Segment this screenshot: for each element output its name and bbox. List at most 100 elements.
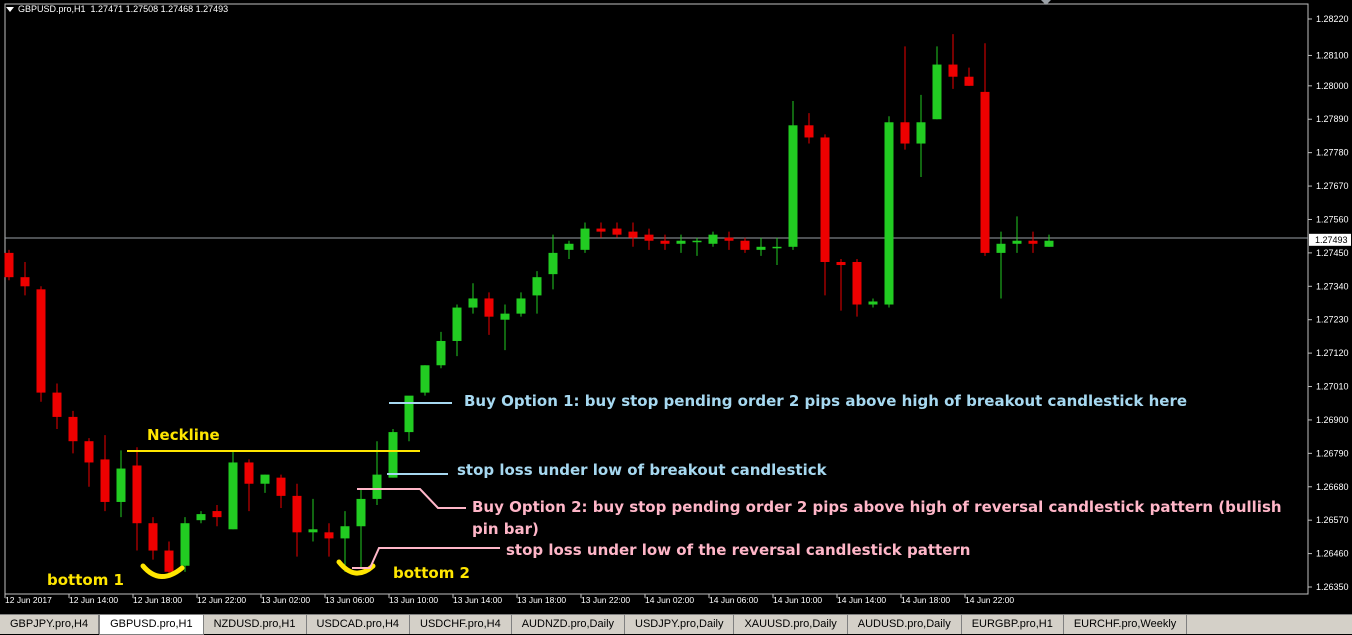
candle-body [580, 228, 590, 250]
price-tick-label: 1.27670 [1316, 181, 1349, 191]
candle-body [324, 532, 334, 539]
candle-body [420, 365, 430, 393]
price-tick-label: 1.26680 [1316, 482, 1349, 492]
chart-tabs-bar: GBPJPY.pro,H4 GBPUSD.pro,H1 NZDUSD.pro,H1 U… [0, 614, 1352, 635]
chart-tab[interactable]: XAUUSD.pro,Daily [734, 615, 848, 634]
time-tick-label: 14 Jun 22:00 [965, 595, 1014, 605]
candle-body [228, 462, 238, 530]
price-tick-label: 1.26350 [1316, 582, 1349, 592]
price-tick-label: 1.27230 [1316, 315, 1349, 325]
candle-body [516, 298, 526, 314]
candle-body [612, 228, 622, 235]
candle-body [100, 459, 110, 502]
price-tick-label: 1.27890 [1316, 114, 1349, 124]
candle-body [676, 240, 686, 244]
time-tick-label: 13 Jun 10:00 [389, 595, 438, 605]
ohlc-values: 1.27471 1.27508 1.27468 1.27493 [90, 4, 229, 14]
price-tick-label: 1.27340 [1316, 281, 1349, 291]
candle-body [820, 137, 830, 262]
candle-body [1028, 240, 1038, 244]
candle-body [740, 240, 750, 250]
price-tick-label: 1.27120 [1316, 348, 1349, 358]
price-tick-label: 1.26790 [1316, 448, 1349, 458]
candle-body [436, 340, 446, 366]
candle-body [52, 392, 62, 417]
price-tick-label: 1.28100 [1316, 50, 1349, 60]
candle-body [788, 125, 798, 247]
stop-loss2-label: stop loss under low of the reversal cand… [506, 541, 971, 559]
candle-body [164, 550, 174, 572]
candle-body [868, 301, 878, 305]
time-tick-label: 13 Jun 06:00 [325, 595, 374, 605]
candle-body [836, 261, 846, 266]
chart-tab[interactable]: AUDUSD.pro,Daily [848, 615, 962, 634]
bottom1-label: bottom 1 [47, 571, 124, 589]
chart-tab[interactable]: GBPUSD.pro,H1 [99, 615, 204, 635]
current-price-label: 1.27493 [1315, 235, 1348, 245]
chart-tab[interactable]: USDCHF.pro,H4 [410, 615, 512, 634]
candle-body [692, 240, 702, 243]
bottom1-marker [140, 563, 185, 579]
chart-tab[interactable]: NZDUSD.pro,H1 [204, 615, 307, 634]
buy-option2-pointer [357, 488, 466, 509]
candle-body [180, 523, 190, 566]
candle-body [596, 228, 606, 232]
candle-body [916, 122, 926, 144]
candle-body [500, 313, 510, 320]
chart-tab[interactable]: AUDNZD.pro,Daily [512, 615, 626, 634]
candle-body [660, 240, 670, 244]
price-chart[interactable]: 1.28220 1.28100 1.28000 1.27890 1.27780 1.276… [0, 0, 1352, 614]
candle-body [276, 477, 286, 496]
candle-body [884, 122, 894, 305]
price-tick-label: 1.26570 [1316, 515, 1349, 525]
candle-body [628, 231, 638, 238]
chart-tab[interactable]: USDCAD.pro,H4 [307, 615, 411, 634]
time-tick-label: 12 Jun 14:00 [69, 595, 118, 605]
candle-body [564, 243, 574, 250]
candle-body [708, 234, 718, 244]
candle-body [388, 432, 398, 478]
candle-body [340, 526, 350, 539]
candle-body [84, 441, 94, 463]
price-tick-label: 1.28220 [1316, 14, 1349, 24]
candle-body [756, 246, 766, 250]
chart-tab[interactable]: GBPJPY.pro,H4 [0, 615, 100, 634]
time-tick-label: 14 Jun 10:00 [773, 595, 822, 605]
candle-body [772, 246, 782, 249]
candle-body [948, 64, 958, 77]
time-tick-label: 14 Jun 02:00 [645, 595, 694, 605]
collapse-arrow-icon[interactable] [6, 7, 14, 13]
candle-body [852, 261, 862, 305]
candle-body [36, 289, 46, 393]
price-tick-label: 1.27780 [1316, 148, 1349, 158]
chart-tab[interactable]: USDJPY.pro,Daily [625, 615, 735, 634]
price-tick-label: 1.26900 [1316, 415, 1349, 425]
stop-loss1-label: stop loss under low of breakout candlest… [457, 461, 827, 479]
buy-option2-label-line1: Buy Option 2: buy stop pending order 2 p… [472, 498, 1282, 516]
buy-option2-label-line2: pin bar) [472, 520, 539, 538]
current-price-box [1309, 233, 1351, 246]
candle-body [980, 91, 990, 253]
price-tick-label: 1.26460 [1316, 549, 1349, 559]
candle-body [244, 462, 254, 484]
time-tick-label: 13 Jun 02:00 [261, 595, 310, 605]
candle-body [900, 122, 910, 144]
time-tick-label: 14 Jun 14:00 [837, 595, 886, 605]
buy-option1-label: Buy Option 1: buy stop pending order 2 p… [464, 392, 1188, 410]
candle-body [196, 514, 206, 521]
time-tick-label: 13 Jun 14:00 [453, 595, 502, 605]
candle-body [1012, 240, 1022, 244]
chart-tab[interactable]: EURCHF.pro,Weekly [1064, 615, 1188, 634]
price-tick-label: 1.28000 [1316, 81, 1349, 91]
candle-body [484, 298, 494, 317]
chart-shift-marker-icon[interactable] [1041, 0, 1051, 5]
candle-body [292, 495, 302, 533]
candle-body [964, 76, 974, 86]
chart-tab[interactable]: EURGBP.pro,H1 [962, 615, 1064, 634]
time-tick-label: 14 Jun 06:00 [709, 595, 758, 605]
candle-body [404, 395, 414, 433]
time-axis: 12 Jun 2017 12 Jun 14:00 12 Jun 18:00 12 Ju… [4, 594, 1014, 605]
candle-body [132, 465, 142, 524]
chart-area[interactable]: 1.28220 1.28100 1.28000 1.27890 1.27780 1.276… [0, 0, 1352, 614]
candle-body [932, 64, 942, 120]
